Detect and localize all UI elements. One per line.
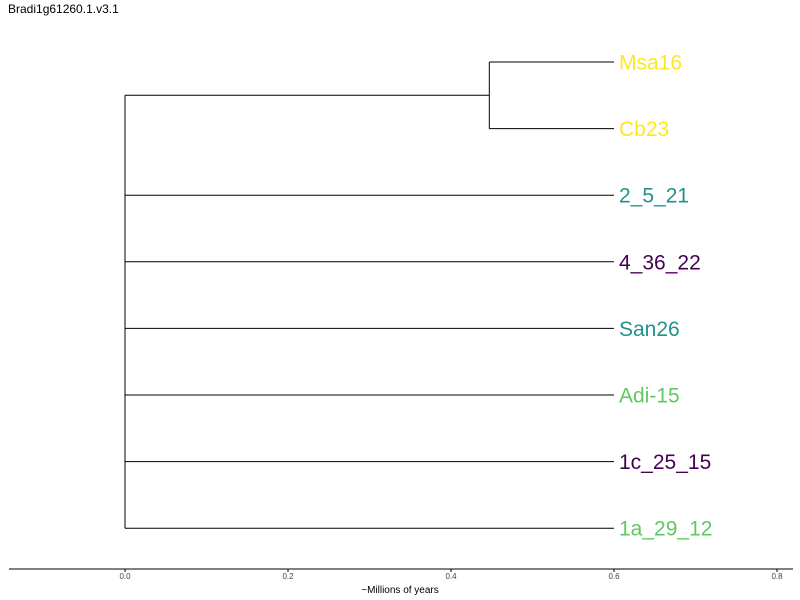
branches	[124, 61, 614, 529]
chart-title: Bradi1g61260.1.v3.1	[8, 2, 119, 16]
tip-label: Adi-15	[619, 385, 680, 408]
x-axis-title: ~Millions of years	[361, 585, 439, 596]
tip-label: 4_36_22	[619, 251, 701, 274]
x-tick-label: 0.2	[282, 572, 294, 581]
x-tick-label: 0.0	[119, 572, 131, 581]
tip-label: 1c_25_15	[619, 451, 711, 474]
tip-label: Cb23	[619, 118, 669, 141]
tip-label: Msa16	[619, 52, 682, 75]
tip-label: 1a_29_12	[619, 518, 712, 541]
tip-label: 2_5_21	[619, 185, 689, 208]
tip-label: San26	[619, 318, 680, 341]
tip-labels: Msa16 Cb23 2_5_21 4_36_22 San26 Adi-15 1c_25_1…	[619, 52, 712, 541]
x-tick-label: 0.8	[771, 572, 783, 581]
x-axis: 0.0 0.2 0.4 0.6 0.8 ~Millions of years	[9, 568, 793, 596]
x-tick-label: 0.4	[445, 572, 457, 581]
x-tick-label: 0.6	[608, 572, 620, 581]
